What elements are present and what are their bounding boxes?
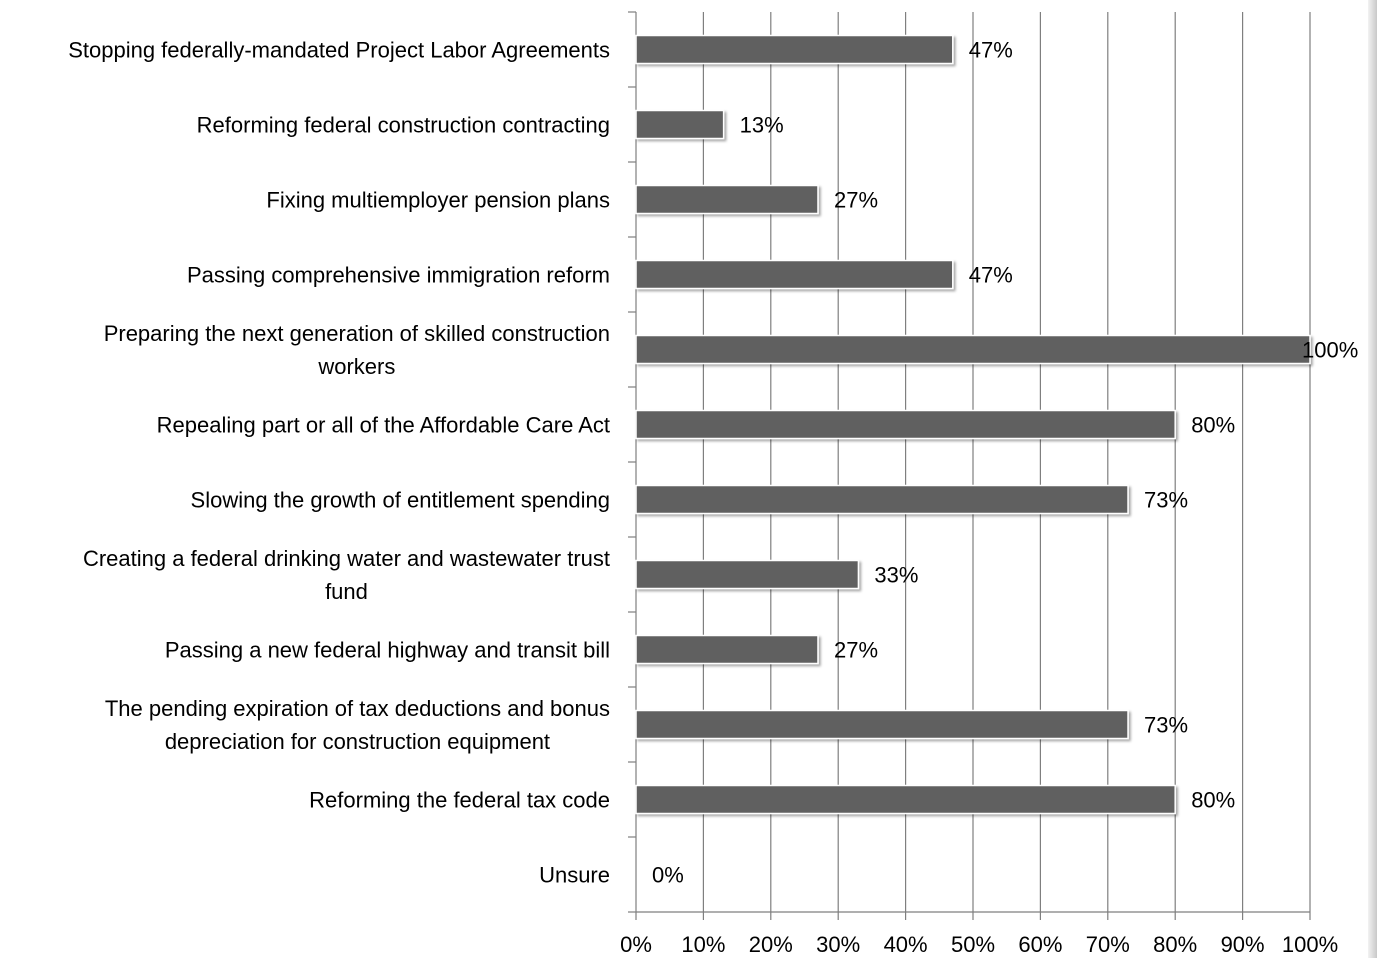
category-label: fund — [325, 579, 368, 604]
data-label: 27% — [834, 638, 878, 663]
bar — [635, 34, 954, 65]
category-label: The pending expiration of tax deductions… — [105, 696, 610, 721]
category-label: Unsure — [539, 863, 610, 888]
category-label: Preparing the next generation of skilled… — [104, 321, 610, 346]
bar — [635, 484, 1129, 515]
category-label: Creating a federal drinking water and wa… — [83, 546, 610, 571]
category-label: Passing comprehensive immigration reform — [187, 263, 610, 288]
data-label: 80% — [1191, 788, 1235, 813]
category-label: Passing a new federal highway and transi… — [165, 638, 610, 663]
bar — [635, 334, 1311, 365]
data-label: 80% — [1191, 413, 1235, 438]
data-label: 100% — [1302, 338, 1358, 363]
data-label: 13% — [740, 113, 784, 138]
data-label: 73% — [1144, 488, 1188, 513]
category-label: Fixing multiemployer pension plans — [266, 188, 610, 213]
x-tick-label: 0% — [620, 932, 652, 957]
bar — [635, 184, 819, 215]
data-label: 73% — [1144, 713, 1188, 738]
category-label: Slowing the growth of entitlement spendi… — [191, 488, 610, 513]
bar — [635, 109, 725, 140]
data-label: 47% — [969, 263, 1013, 288]
x-tick-label: 40% — [884, 932, 928, 957]
x-tick-label: 70% — [1086, 932, 1130, 957]
bar — [635, 409, 1176, 440]
category-label: workers — [317, 354, 395, 379]
bar — [635, 559, 860, 590]
category-label: Stopping federally-mandated Project Labo… — [68, 38, 610, 63]
category-label: Reforming the federal tax code — [309, 788, 610, 813]
x-tick-label: 20% — [749, 932, 793, 957]
data-label: 0% — [652, 863, 684, 888]
data-label: 47% — [969, 38, 1013, 63]
data-label: 27% — [834, 188, 878, 213]
x-tick-label: 10% — [681, 932, 725, 957]
bar — [635, 634, 819, 665]
x-tick-label: 30% — [816, 932, 860, 957]
bar — [635, 259, 954, 290]
window-edge — [1368, 0, 1377, 958]
data-label: 33% — [874, 563, 918, 588]
x-tick-label: 50% — [951, 932, 995, 957]
category-label: Repealing part or all of the Affordable … — [157, 413, 610, 438]
x-tick-label: 60% — [1018, 932, 1062, 957]
bar — [635, 784, 1176, 815]
x-tick-label: 80% — [1153, 932, 1197, 957]
x-tick-label: 100% — [1282, 932, 1338, 957]
bar — [635, 709, 1129, 740]
category-label: depreciation for construction equipment — [165, 729, 550, 754]
category-label: Reforming federal construction contracti… — [197, 113, 610, 138]
x-tick-label: 90% — [1221, 932, 1265, 957]
